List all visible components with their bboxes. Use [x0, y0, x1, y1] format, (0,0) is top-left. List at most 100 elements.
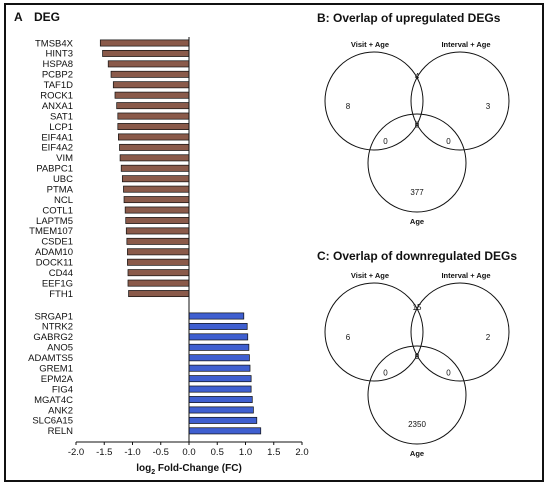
bar-ntrk2 — [188, 322, 248, 330]
x-tick-label: 1.5 — [267, 447, 280, 458]
gene-label: NTRK2 — [42, 322, 73, 333]
gene-label: ADAMTS5 — [28, 353, 73, 364]
venn-count-age-only: 2350 — [408, 420, 426, 429]
venn-count-visit-interval: 4 — [415, 72, 420, 81]
bar-eef1g — [127, 279, 190, 287]
bar-laptm5 — [125, 217, 190, 224]
bar-vim — [119, 154, 190, 162]
venn-count-interval-only: 2 — [486, 333, 491, 342]
bar-ptma — [123, 185, 190, 193]
gene-label: UBC — [53, 174, 73, 185]
gene-label: VIM — [56, 153, 73, 164]
bar-adam10 — [127, 248, 190, 256]
panel-a-letter: A — [14, 10, 23, 24]
bar-epm2a — [188, 375, 252, 383]
gene-label: FIG4 — [52, 384, 73, 395]
bar-srgap1 — [188, 312, 245, 320]
bar-pcbp2 — [110, 70, 190, 78]
venn-count-visit-only: 8 — [346, 102, 351, 111]
venn-label-age: Age — [410, 217, 424, 226]
bar-ncl — [123, 196, 190, 204]
bar-ank2 — [188, 406, 254, 414]
venn-label-visit-age: Visit + Age — [351, 40, 389, 49]
venn-circle-age — [367, 345, 467, 445]
venn-circle-age — [367, 113, 467, 213]
gene-label: TMSB4X — [35, 38, 74, 49]
gene-label: SLC6A15 — [32, 416, 73, 427]
x-tick-label: 2.0 — [295, 447, 308, 458]
venn-circle-interval-age — [410, 51, 510, 151]
bar-ano5 — [188, 343, 250, 351]
gene-label: GABRG2 — [33, 332, 73, 343]
gene-label: RELN — [48, 426, 73, 437]
venn-count-interval-age: 0 — [446, 369, 451, 378]
panel-b-title: B: Overlap of upregulated DEGs — [317, 11, 501, 25]
gene-label: EEF1G — [42, 278, 73, 289]
panel-a-title: DEG — [34, 10, 60, 24]
venn-count-interval-age: 0 — [446, 137, 451, 146]
bar-rock1 — [114, 91, 190, 99]
bar-sat1 — [117, 112, 190, 120]
deg-bar-chart: TMSB4XHINT3HSPA8PCBP2TAF1DROCK1ANXA1SAT1… — [28, 37, 309, 476]
bar-cotl1 — [124, 206, 190, 214]
gene-label: ANXA1 — [42, 101, 73, 112]
venn-circle-interval-age — [410, 282, 510, 382]
venn-downregulated: Visit + Age Interval + Age Age 6 2 15 0 0 0 2350 — [324, 271, 510, 458]
gene-label: HSPA8 — [43, 59, 73, 70]
bar-fig4 — [188, 385, 252, 393]
gene-label: SAT1 — [50, 111, 73, 122]
bar-hspa8 — [107, 60, 190, 68]
panel-c-title: C: Overlap of downregulated DEGs — [317, 249, 517, 263]
bar-csde1 — [126, 237, 190, 245]
venn-count-age-only: 377 — [410, 188, 424, 197]
x-axis-title-log: log — [136, 463, 151, 474]
x-tick-label: -1.0 — [124, 447, 140, 458]
venn-circle-visit-age — [324, 51, 424, 151]
gene-label: NCL — [54, 195, 73, 206]
bar-slc6a15 — [188, 416, 258, 424]
venn-count-interval-only: 3 — [486, 102, 491, 111]
venn-count-all: 0 — [415, 352, 420, 361]
gene-label: COTL1 — [42, 205, 73, 216]
bar-tmem107 — [125, 227, 190, 235]
bar-taf1d — [112, 81, 190, 89]
gene-label: ANK2 — [48, 405, 73, 416]
bar-pabpc1 — [120, 164, 190, 172]
x-axis-title-subscript: 2 — [151, 469, 155, 476]
bar-tmsb4x — [99, 39, 190, 47]
x-tick-label: 0.5 — [211, 447, 224, 458]
bar-grem1 — [188, 364, 251, 372]
venn-count-visit-age: 0 — [383, 369, 388, 378]
x-tick-label: 0.0 — [182, 447, 195, 458]
bar-ubc — [121, 175, 190, 183]
bar-gabrg2 — [188, 333, 249, 341]
x-tick-label: -2.0 — [68, 447, 84, 458]
gene-label: ROCK1 — [40, 91, 73, 102]
venn-label-age: Age — [410, 449, 424, 458]
figure-frame: A DEG TMSB4X HINT3 HSPA8 PCBP2 TAF1D ROCK1 ANX… — [4, 3, 544, 482]
venn-upregulated: Visit + Age Interval + Age Age 8 3 4 0 0 0 377 — [324, 40, 510, 226]
venn-label-interval-age: Interval + Age — [441, 40, 490, 49]
venn-count-all: 0 — [415, 121, 420, 130]
gene-label: MGAT4C — [34, 395, 73, 406]
gene-label: PCBP2 — [42, 70, 73, 81]
x-tick-label: 1.0 — [239, 447, 252, 458]
gene-label: PTMA — [47, 184, 74, 195]
venn-label-interval-age: Interval + Age — [441, 271, 490, 280]
gene-label: PABPC1 — [36, 164, 73, 175]
bar-lcp1 — [117, 123, 190, 130]
gene-label: ADAM10 — [35, 247, 73, 258]
gene-label: EIF4A1 — [41, 132, 73, 143]
venn-count-visit-age: 0 — [383, 137, 388, 146]
bar-reln — [188, 427, 262, 435]
bar-mgat4c — [188, 396, 253, 403]
gene-label: TAF1D — [44, 80, 74, 91]
gene-label: TMEM107 — [29, 226, 73, 237]
gene-label: EIF4A2 — [41, 143, 73, 154]
gene-label: GREM1 — [39, 364, 73, 375]
gene-label: CSDE1 — [41, 237, 73, 248]
venn-circle-visit-age — [324, 282, 424, 382]
x-axis-title: log2 Fold-Change (FC) — [136, 463, 242, 476]
figure-canvas: A DEG TMSB4XHINT3HSPA8PCBP2TAF1DROCK1ANX… — [14, 10, 517, 476]
gene-label: LAPTM5 — [36, 216, 73, 227]
